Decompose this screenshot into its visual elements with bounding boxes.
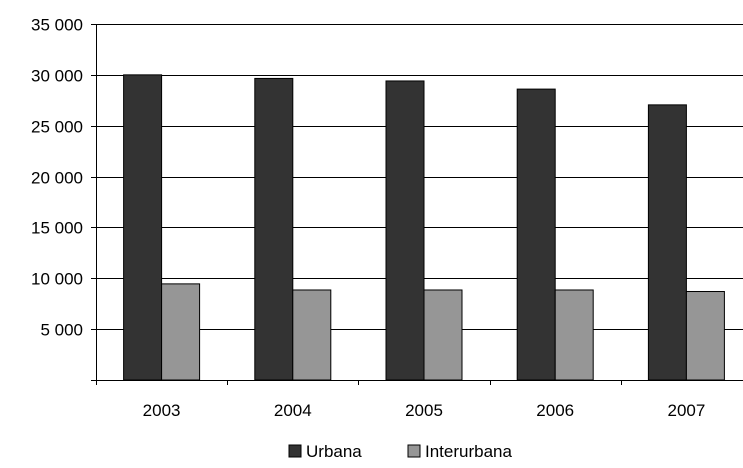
y-tick-label: 30 000 xyxy=(31,67,83,86)
x-tick-label: 2007 xyxy=(667,401,705,420)
x-tick-label: 2006 xyxy=(536,401,574,420)
bar-interurbana-2006 xyxy=(554,289,594,381)
y-tick-label: 10 000 xyxy=(31,270,83,289)
y-axis-ticks: 5 000 10 000 15 000 20 000 25 000 30 000 35 00… xyxy=(31,16,96,381)
x-tick-label: 2005 xyxy=(405,401,443,420)
y-tick-label: 25 000 xyxy=(31,118,83,137)
legend: Urbana Interurbana xyxy=(288,442,512,461)
legend-swatch-interurbana xyxy=(407,444,421,458)
bar-interurbana-2004 xyxy=(292,289,332,381)
legend-swatch-urbana xyxy=(288,444,302,458)
bar-urbana-2006 xyxy=(516,88,556,381)
y-tick-label: 20 000 xyxy=(31,169,83,188)
x-tick-label: 2004 xyxy=(274,401,312,420)
bar-urbana-2007 xyxy=(647,104,687,381)
bars xyxy=(123,74,725,381)
x-tick-label: 2003 xyxy=(143,401,181,420)
axes xyxy=(96,24,743,381)
y-tick-label: 5 000 xyxy=(40,321,83,340)
legend-label-interurbana: Interurbana xyxy=(425,442,512,461)
legend-label-urbana: Urbana xyxy=(306,442,362,461)
bar-urbana-2003 xyxy=(123,74,163,381)
bar-urbana-2005 xyxy=(385,80,425,381)
bar-interurbana-2007 xyxy=(685,291,725,381)
bar-interurbana-2005 xyxy=(423,289,463,381)
y-tick-label: 35 000 xyxy=(31,16,83,35)
x-axis-ticks: 2003 2004 2005 2006 2007 xyxy=(96,380,705,420)
y-tick-label: 15 000 xyxy=(31,219,83,238)
bar-interurbana-2003 xyxy=(161,283,201,381)
bar-urbana-2004 xyxy=(254,77,294,381)
